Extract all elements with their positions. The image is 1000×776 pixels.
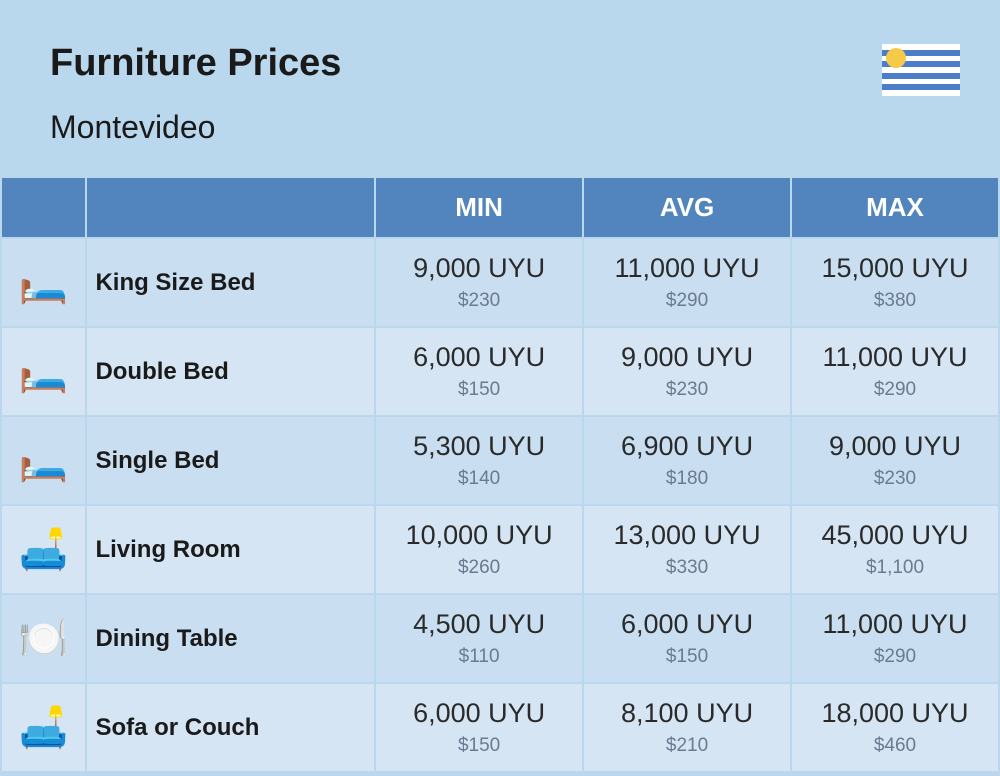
- furniture-name: Dining Table: [87, 595, 374, 682]
- price-usd: $150: [376, 379, 582, 401]
- price-local: 18,000 UYU: [792, 698, 998, 729]
- price-local: 6,000 UYU: [376, 698, 582, 729]
- header-avg: AVG: [584, 178, 790, 237]
- price-local: 4,500 UYU: [376, 609, 582, 640]
- price-local: 45,000 UYU: [792, 520, 998, 551]
- price-cell-max: 11,000 UYU $290: [792, 328, 998, 415]
- price-cell-min: 5,300 UYU $140: [376, 417, 582, 504]
- price-table: MIN AVG MAX 🛏️King Size Bed9,000 UYU$230…: [0, 176, 1000, 773]
- price-cell-avg: 6,000 UYU $150: [584, 595, 790, 682]
- page-title: Furniture Prices: [50, 42, 950, 85]
- furniture-name: King Size Bed: [87, 239, 374, 326]
- furniture-icon: 🛏️: [2, 239, 85, 326]
- price-usd: $290: [792, 646, 998, 668]
- price-local: 13,000 UYU: [584, 520, 790, 551]
- header-name-col: [87, 178, 374, 237]
- table-row: 🛋️Living Room10,000 UYU $26013,000 UYU $33…: [2, 506, 998, 593]
- furniture-name: Living Room: [87, 506, 374, 593]
- price-cell-avg: 8,100 UYU $210: [584, 684, 790, 771]
- furniture-icon: 🛏️: [2, 417, 85, 504]
- price-usd: $290: [792, 379, 998, 401]
- price-local: 6,000 UYU: [376, 342, 582, 373]
- price-local: 11,000 UYU: [792, 609, 998, 640]
- price-usd: $110: [376, 646, 582, 668]
- price-cell-max: 9,000 UYU $230: [792, 417, 998, 504]
- price-cell-avg: 11,000 UYU $290: [584, 239, 790, 326]
- price-usd: $260: [376, 557, 582, 579]
- price-cell-avg: 9,000 UYU $230: [584, 328, 790, 415]
- price-cell-min: 4,500 UYU $110: [376, 595, 582, 682]
- price-cell-max: 18,000 UYU $460: [792, 684, 998, 771]
- price-cell-max: 15,000 UYU $380: [792, 239, 998, 326]
- price-local: 9,000 UYU: [792, 431, 998, 462]
- price-cell-max: 11,000 UYU $290: [792, 595, 998, 682]
- price-local: 6,000 UYU: [584, 609, 790, 640]
- flag-sun-icon: [886, 48, 906, 68]
- furniture-icon: 🛋️: [2, 506, 85, 593]
- table-row: 🛏️Single Bed5,300 UYU $1406,900 UYU $1809,…: [2, 417, 998, 504]
- price-usd: $230: [376, 290, 582, 312]
- price-local: 9,000 UYU: [376, 253, 582, 284]
- furniture-icon: 🛋️: [2, 684, 85, 771]
- price-usd: $290: [584, 290, 790, 312]
- price-cell-min: 6,000 UYU $150: [376, 328, 582, 415]
- price-usd: $230: [584, 379, 790, 401]
- price-usd: $330: [584, 557, 790, 579]
- price-usd: $460: [792, 735, 998, 757]
- price-cell-min: 6,000 UYU $150: [376, 684, 582, 771]
- table-row: 🛋️Sofa or Couch6,000 UYU $1508,100 UYU $21…: [2, 684, 998, 771]
- price-local: 11,000 UYU: [584, 253, 790, 284]
- price-usd: $230: [792, 468, 998, 490]
- table-row: 🛏️Double Bed6,000 UYU $1509,000 UYU $23011…: [2, 328, 998, 415]
- table-row: 🛏️King Size Bed9,000 UYU $23011,000 UYU $2…: [2, 239, 998, 326]
- price-local: 15,000 UYU: [792, 253, 998, 284]
- furniture-name: Single Bed: [87, 417, 374, 504]
- furniture-name: Double Bed: [87, 328, 374, 415]
- price-local: 6,900 UYU: [584, 431, 790, 462]
- price-cell-avg: 6,900 UYU $180: [584, 417, 790, 504]
- price-usd: $1,100: [792, 557, 998, 579]
- price-local: 9,000 UYU: [584, 342, 790, 373]
- price-usd: $140: [376, 468, 582, 490]
- price-local: 10,000 UYU: [376, 520, 582, 551]
- price-local: 5,300 UYU: [376, 431, 582, 462]
- header-min: MIN: [376, 178, 582, 237]
- price-local: 11,000 UYU: [792, 342, 998, 373]
- table-header-row: MIN AVG MAX: [2, 178, 998, 237]
- price-usd: $380: [792, 290, 998, 312]
- price-cell-max: 45,000 UYU $1,100: [792, 506, 998, 593]
- price-cell-min: 10,000 UYU $260: [376, 506, 582, 593]
- price-local: 8,100 UYU: [584, 698, 790, 729]
- furniture-icon: 🛏️: [2, 328, 85, 415]
- price-cell-min: 9,000 UYU $230: [376, 239, 582, 326]
- furniture-name: Sofa or Couch: [87, 684, 374, 771]
- header-icon-col: [2, 178, 85, 237]
- furniture-icon: 🍽️: [2, 595, 85, 682]
- table-row: 🍽️Dining Table4,500 UYU $1106,000 UYU $150…: [2, 595, 998, 682]
- page-header: Furniture Prices Montevideo: [0, 0, 1000, 166]
- flag-icon: [882, 44, 960, 96]
- price-cell-avg: 13,000 UYU $330: [584, 506, 790, 593]
- price-usd: $180: [584, 468, 790, 490]
- header-max: MAX: [792, 178, 998, 237]
- price-usd: $150: [584, 646, 790, 668]
- price-usd: $150: [376, 735, 582, 757]
- price-usd: $210: [584, 735, 790, 757]
- page-subtitle: Montevideo: [50, 109, 950, 146]
